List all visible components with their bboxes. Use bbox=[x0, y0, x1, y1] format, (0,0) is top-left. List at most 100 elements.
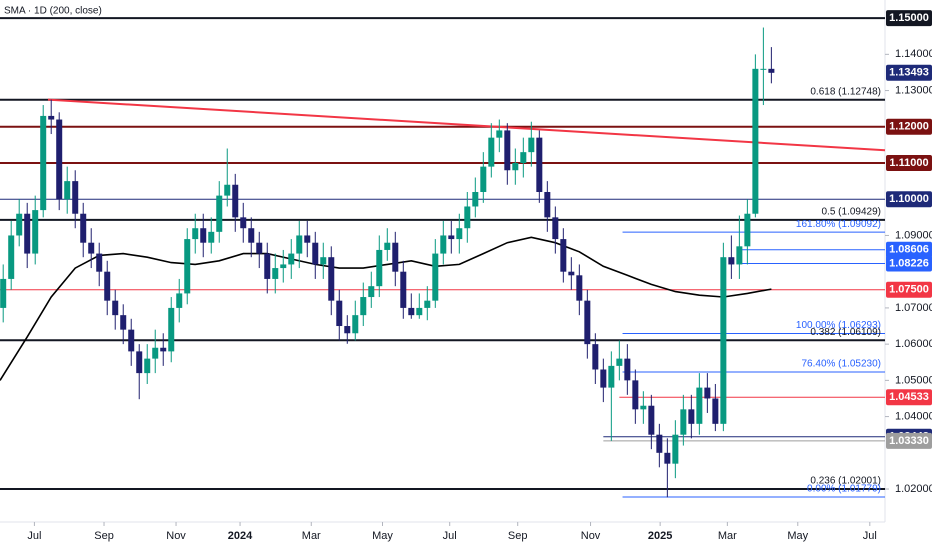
candle-body bbox=[264, 253, 271, 279]
candle-body bbox=[144, 358, 151, 374]
candle-body bbox=[760, 68, 767, 70]
price-tag bbox=[886, 255, 932, 272]
candle-body bbox=[256, 242, 263, 254]
price-tag-label: 1.08606 bbox=[889, 244, 929, 256]
y-tick-label: 1.05000 bbox=[895, 374, 932, 386]
price-tag-label: 1.12000 bbox=[889, 121, 929, 133]
x-tick-label: Jul bbox=[443, 530, 457, 542]
candle-body bbox=[432, 253, 439, 301]
x-tick-label: Mar bbox=[718, 530, 737, 542]
candle-body bbox=[616, 358, 623, 366]
y-tick-label: 1.13000 bbox=[895, 84, 932, 96]
candle-body bbox=[448, 235, 455, 240]
x-tick-label: Sep bbox=[94, 530, 114, 542]
candle-body bbox=[552, 217, 559, 240]
candle-body bbox=[744, 213, 751, 247]
candle-body bbox=[184, 239, 191, 294]
candle-body bbox=[0, 278, 7, 308]
candle-body bbox=[664, 452, 671, 464]
y-tick-label: 1.14000 bbox=[895, 48, 932, 60]
candle-body bbox=[344, 326, 351, 334]
candle-body bbox=[24, 213, 31, 254]
level-note: 0.5 (1.09429) bbox=[822, 207, 882, 218]
level-note: 76.40% (1.05230) bbox=[801, 359, 881, 370]
candle-body bbox=[536, 137, 543, 192]
x-tick-label: Jul bbox=[863, 530, 877, 542]
candle-body bbox=[768, 68, 775, 73]
candle-body bbox=[648, 405, 655, 435]
candle-body bbox=[64, 181, 71, 200]
x-tick-label: Mar bbox=[302, 530, 321, 542]
candle-body bbox=[416, 307, 423, 316]
candle-body bbox=[688, 409, 695, 424]
level-note: 100.00% (1.06293) bbox=[796, 320, 881, 331]
price-tag-label: 1.07500 bbox=[889, 284, 929, 296]
candle-body bbox=[600, 369, 607, 388]
candle-body bbox=[32, 210, 39, 254]
candle-body bbox=[720, 257, 727, 424]
level-note: 0.236 (1.02001) bbox=[810, 476, 881, 487]
candle-body bbox=[504, 130, 511, 171]
price-tag bbox=[886, 64, 932, 81]
candle-body bbox=[480, 166, 487, 192]
candle-body bbox=[336, 300, 343, 327]
candle-body bbox=[48, 115, 55, 120]
candle-body bbox=[280, 264, 287, 269]
price-tag-label: 1.10000 bbox=[889, 193, 929, 205]
candle-body bbox=[576, 275, 583, 301]
candle-body bbox=[496, 130, 503, 138]
candle-body bbox=[568, 271, 575, 276]
candle-body bbox=[112, 300, 119, 316]
candle-body bbox=[208, 231, 215, 243]
candle-body bbox=[328, 257, 335, 301]
candle-body bbox=[400, 271, 407, 308]
y-tick-label: 1.07000 bbox=[895, 302, 932, 314]
candle-body bbox=[584, 300, 591, 345]
price-tag bbox=[886, 155, 932, 172]
plot: 0.618 (1.12748) 0.5 (1.09429)161.80% (1.0… bbox=[0, 17, 886, 498]
candle-body bbox=[160, 347, 167, 352]
candle-body bbox=[40, 115, 47, 211]
candle-body bbox=[696, 387, 703, 424]
candle-body bbox=[352, 315, 359, 334]
candle-body bbox=[80, 213, 87, 243]
x-tick-label: 2025 bbox=[648, 530, 672, 542]
price-tag-label: 1.13493 bbox=[889, 67, 929, 79]
sma-line bbox=[0, 236, 772, 381]
candle-body bbox=[152, 347, 159, 359]
candle-body bbox=[472, 191, 479, 207]
candle-body bbox=[464, 206, 471, 229]
x-tick-label: Sep bbox=[508, 530, 528, 542]
candle-body bbox=[424, 300, 431, 308]
candle-body bbox=[368, 286, 375, 298]
candle-body bbox=[376, 249, 383, 287]
candle-body bbox=[528, 137, 535, 153]
candle-body bbox=[704, 387, 711, 399]
price-tag-label: 1.11000 bbox=[889, 157, 928, 169]
candle-body bbox=[392, 242, 399, 272]
x-tick-label: May bbox=[787, 530, 808, 542]
price-tag-label: 1.04533 bbox=[889, 391, 929, 403]
y-tick-label: 1.06000 bbox=[895, 338, 932, 350]
level-note: 161.80% (1.09092) bbox=[796, 219, 881, 230]
candle-body bbox=[632, 380, 639, 410]
level-note: 0.00% (1.01779) bbox=[807, 484, 881, 495]
price-tag bbox=[886, 118, 932, 135]
candle-body bbox=[96, 253, 103, 272]
level-note: 0.618 (1.12748) bbox=[810, 86, 881, 97]
candle-body bbox=[672, 434, 679, 464]
candle-body bbox=[272, 268, 279, 279]
y-tick-label: 1.04000 bbox=[895, 410, 932, 422]
candle-body bbox=[176, 293, 183, 308]
candle-body bbox=[296, 235, 303, 254]
candle-body bbox=[640, 405, 647, 410]
candle-body bbox=[592, 344, 599, 370]
candle-body bbox=[192, 228, 199, 240]
candle-body bbox=[736, 246, 743, 265]
candle-body bbox=[680, 409, 687, 435]
x-tick-label: Nov bbox=[581, 530, 601, 542]
candle-body bbox=[408, 307, 415, 316]
price-tag bbox=[886, 389, 932, 406]
